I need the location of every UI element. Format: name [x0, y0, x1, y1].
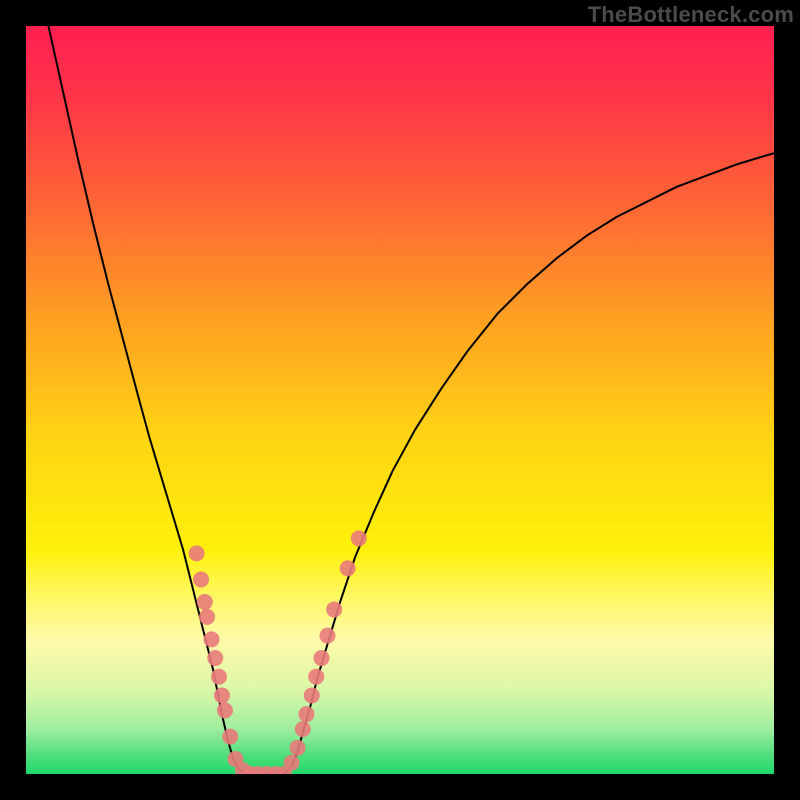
data-marker	[193, 572, 209, 588]
chart-frame: TheBottleneck.com	[0, 0, 800, 800]
data-marker	[326, 601, 342, 617]
data-marker	[211, 669, 227, 685]
data-marker	[308, 669, 324, 685]
data-marker	[299, 706, 315, 722]
data-marker	[351, 530, 367, 546]
data-marker	[204, 631, 220, 647]
data-marker	[217, 702, 233, 718]
data-marker	[197, 594, 213, 610]
data-marker	[284, 755, 300, 771]
watermark-text: TheBottleneck.com	[588, 2, 794, 28]
data-marker	[295, 721, 311, 737]
data-marker	[340, 560, 356, 576]
data-marker	[214, 687, 230, 703]
data-marker	[222, 729, 238, 745]
data-marker	[207, 650, 223, 666]
data-marker	[304, 687, 320, 703]
data-marker	[189, 545, 205, 561]
data-marker	[290, 740, 306, 756]
data-marker	[313, 650, 329, 666]
chart-svg	[0, 0, 800, 800]
data-marker	[319, 628, 335, 644]
data-marker	[199, 609, 215, 625]
